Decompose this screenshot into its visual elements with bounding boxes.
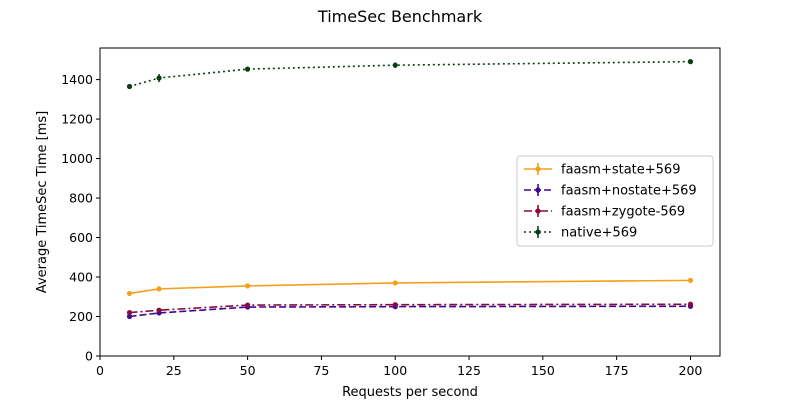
x-tick-label: 75 [313, 363, 329, 378]
legend-label: native+569 [561, 226, 637, 241]
y-tick-label: 0 [85, 349, 93, 364]
x-tick-label: 25 [166, 363, 182, 378]
legend-marker [535, 166, 541, 172]
data-point [126, 83, 133, 90]
y-tick-label: 200 [69, 309, 93, 324]
y-tick-label: 1200 [61, 112, 93, 127]
x-axis-label: Requests per second [342, 385, 478, 400]
y-tick-label: 800 [69, 191, 93, 206]
series-line [129, 60, 691, 88]
legend-item: faasm+state+569 [524, 163, 680, 178]
plot-frame [99, 47, 721, 357]
series-2 [126, 303, 694, 320]
series-line [129, 305, 691, 318]
data-point [156, 286, 162, 292]
legend-item: faasm+zygote-569 [524, 205, 685, 220]
data-point [392, 280, 398, 286]
legend-label: faasm+zygote-569 [561, 205, 685, 220]
data-point [687, 301, 694, 307]
legend-box [516, 155, 714, 247]
data-point [156, 307, 162, 313]
x-axis: 0 25 50 75 100 125 150 175 200 [96, 356, 702, 378]
x-tick-label: 175 [605, 363, 629, 378]
legend-marker [535, 229, 541, 235]
y-tick-label: 600 [69, 230, 93, 245]
data-point [687, 277, 694, 283]
data-point [245, 66, 251, 72]
y-tick-label: 400 [69, 270, 93, 285]
series-line [129, 303, 691, 314]
x-tick-label: 150 [531, 363, 555, 378]
x-tick-label: 125 [457, 363, 481, 378]
data-point [126, 290, 133, 297]
x-tick-label: 100 [383, 363, 407, 378]
x-tick-label: 200 [679, 363, 703, 378]
legend: faasm+state+569 faasm+nostate+569 faasm+zy… [516, 155, 714, 247]
legend-label: faasm+state+569 [561, 163, 680, 178]
legend-item: native+569 [524, 226, 637, 241]
data-point [126, 313, 133, 320]
data-point [156, 75, 162, 81]
series-1 [126, 277, 694, 297]
series-4 [126, 59, 694, 90]
y-axis: 0 200 400 600 800 1000 1200 1400 [61, 72, 100, 364]
legend-marker [535, 187, 541, 193]
x-tick-label: 0 [96, 363, 104, 378]
y-axis-label: Average TimeSec Time [ms] [35, 111, 50, 293]
legend-marker [535, 208, 541, 214]
x-tick-label: 50 [240, 363, 256, 378]
chart-title: TimeSec Benchmark [317, 7, 483, 26]
y-tick-label: 1000 [61, 151, 93, 166]
data-point [245, 283, 251, 289]
y-tick-label: 1400 [61, 72, 93, 87]
legend-item: faasm+nostate+569 [524, 184, 697, 199]
data-point [392, 302, 398, 308]
data-point [245, 302, 251, 308]
series-line [129, 279, 691, 295]
data-point [392, 62, 398, 68]
data-point [687, 59, 694, 65]
series-3 [126, 301, 694, 316]
legend-label: faasm+nostate+569 [561, 184, 697, 199]
plot-area [126, 59, 694, 320]
data-point [126, 309, 133, 316]
